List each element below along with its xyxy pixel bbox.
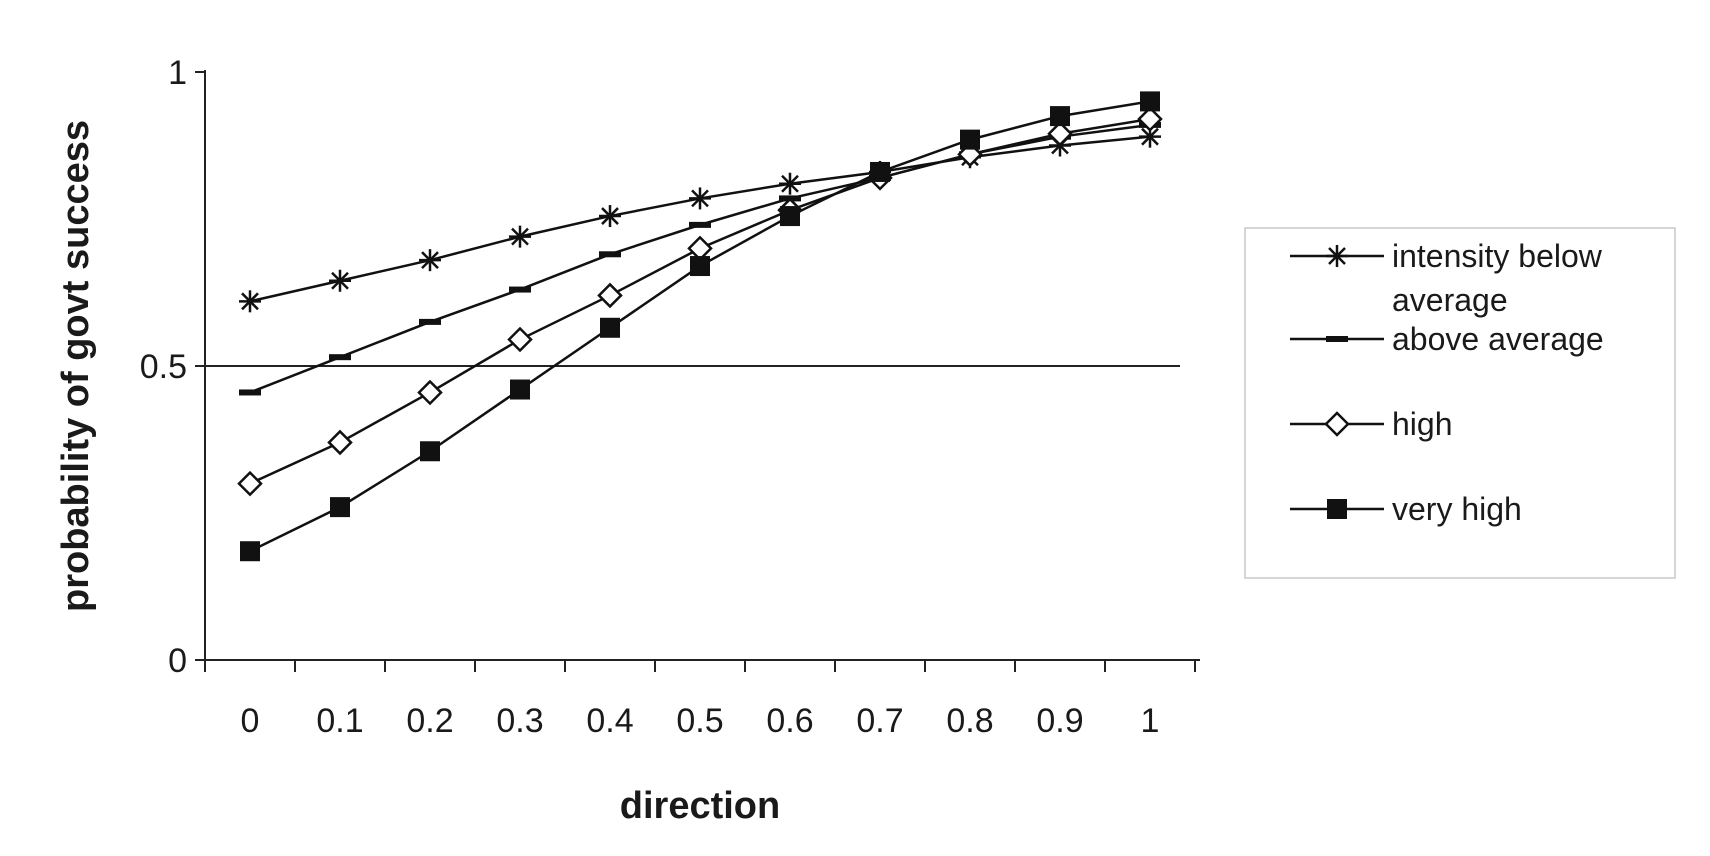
legend-label: very high [1392, 491, 1522, 527]
data-point [509, 225, 531, 248]
legend-marker [1327, 499, 1347, 519]
data-point [330, 497, 350, 518]
legend-item: above average [1290, 321, 1604, 357]
x-tick-label: 0.3 [496, 702, 543, 740]
x-tick-label: 0.8 [946, 702, 993, 740]
data-point [510, 379, 530, 400]
x-tick-label: 1 [1141, 702, 1160, 740]
x-tick-label: 0.1 [316, 702, 363, 740]
data-point [1047, 120, 1073, 147]
series-line [249, 100, 1151, 553]
x-tick-label: 0.5 [676, 702, 723, 740]
data-point [509, 286, 531, 293]
legend-label: above average [1392, 321, 1604, 357]
y-tick-label: 0 [168, 642, 187, 680]
legend-label: intensity below [1392, 238, 1603, 274]
x-tick-label: 0 [241, 702, 260, 740]
data-point [780, 206, 800, 227]
data-point [597, 282, 623, 309]
data-point [689, 187, 711, 210]
data-point [870, 161, 890, 182]
legend-box [1244, 227, 1676, 579]
series-line [249, 135, 1151, 303]
data-point [1140, 91, 1160, 112]
x-axis-title: direction [620, 785, 780, 827]
data-point [600, 317, 620, 338]
series-layer [237, 91, 1163, 562]
legend-item: very high [1290, 491, 1522, 527]
x-tick-label: 0.4 [586, 702, 633, 740]
series-square-filled [240, 91, 1160, 562]
data-point [690, 256, 710, 277]
legend-label: high [1392, 406, 1453, 442]
data-point [419, 249, 441, 272]
data-point [689, 221, 711, 228]
data-point [417, 379, 443, 406]
data-point [237, 470, 263, 497]
x-tick-label: 0.6 [766, 702, 813, 740]
legend-label: average [1392, 282, 1508, 318]
series-asterisk [239, 125, 1161, 313]
data-point [1137, 106, 1163, 132]
data-point [419, 318, 441, 325]
data-point [329, 354, 351, 361]
data-point [599, 205, 621, 228]
data-point [507, 326, 533, 353]
data-point [239, 290, 261, 313]
x-tick-label: 0.9 [1036, 702, 1083, 740]
y-tick-label: 1 [168, 54, 187, 92]
legend-marker [1324, 411, 1350, 437]
y-tick-label: 0.5 [140, 348, 187, 386]
series-diamond-open [237, 106, 1163, 497]
data-point [239, 389, 261, 396]
data-point [599, 251, 621, 258]
x-tick-label: 0.2 [406, 702, 453, 740]
legend-item: intensity below average [1290, 238, 1603, 318]
data-point [327, 429, 353, 456]
data-point [420, 441, 440, 462]
legend-item: high [1290, 406, 1453, 442]
data-point [779, 172, 801, 195]
data-point [240, 541, 260, 562]
y-axis-title: probability of govt success [55, 120, 97, 612]
data-point [1050, 106, 1070, 127]
axes-layer: 0 0.5 1 0 0.1 0.2 0.3 0.4 0.5 0.6 0.7 0.8 0.9 1 [140, 54, 1200, 740]
data-point [329, 269, 351, 292]
data-point [960, 129, 980, 150]
legend-marker [1326, 245, 1348, 267]
legend-marker [1326, 336, 1348, 342]
x-tick-label: 0.7 [856, 702, 903, 740]
series-line [249, 117, 1151, 485]
